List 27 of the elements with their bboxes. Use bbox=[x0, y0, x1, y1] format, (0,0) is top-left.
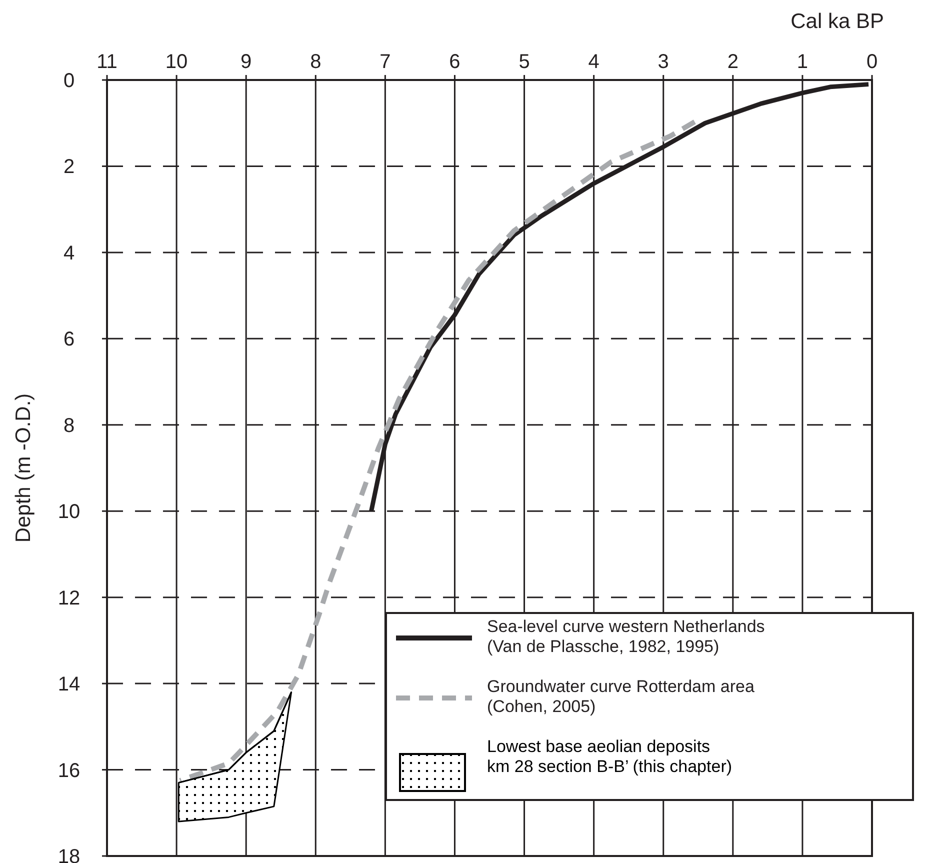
legend-label: Sea-level curve western Netherlands (Van de Plassche, 1982, 1995) bbox=[487, 617, 765, 656]
x-tick-label: 8 bbox=[310, 51, 322, 73]
x-tick-label: 4 bbox=[588, 51, 600, 73]
y-tick-label: 18 bbox=[58, 846, 80, 863]
legend-label: Groundwater curve Rotterdam area (Cohen, 2005) bbox=[487, 677, 755, 716]
x-tick-label: 0 bbox=[866, 51, 878, 73]
y-tick-label: 12 bbox=[58, 587, 80, 610]
text: Lowest base aeolian deposits km 28 section B-B’ (this chapter) bbox=[487, 737, 732, 776]
y-tick-label: 14 bbox=[58, 674, 80, 696]
y-tick-label: 4 bbox=[63, 242, 75, 264]
x-tick-label: 9 bbox=[240, 51, 252, 73]
y-tick-label: 10 bbox=[58, 501, 80, 524]
y-tick-label: 6 bbox=[63, 328, 75, 351]
y-tick-label: 0 bbox=[63, 70, 75, 92]
x-tick-label: 10 bbox=[165, 51, 188, 73]
x-tick-label: 3 bbox=[658, 51, 669, 73]
y-tick-label: 8 bbox=[63, 414, 75, 437]
x-tick-label: 5 bbox=[518, 51, 530, 73]
x-tick-label: 6 bbox=[449, 51, 460, 73]
x-tick-label: 11 bbox=[96, 51, 118, 73]
y-tick-label: 16 bbox=[58, 760, 80, 782]
x-tick-label: 2 bbox=[727, 51, 738, 73]
x-tick-label: 7 bbox=[380, 51, 391, 73]
x-axis-title: Cal ka BP bbox=[790, 10, 884, 33]
y-axis-title: Depth (m -O.D.) bbox=[12, 393, 35, 543]
x-tick-label: 1 bbox=[796, 51, 808, 73]
y-tick-label: 2 bbox=[63, 156, 75, 178]
